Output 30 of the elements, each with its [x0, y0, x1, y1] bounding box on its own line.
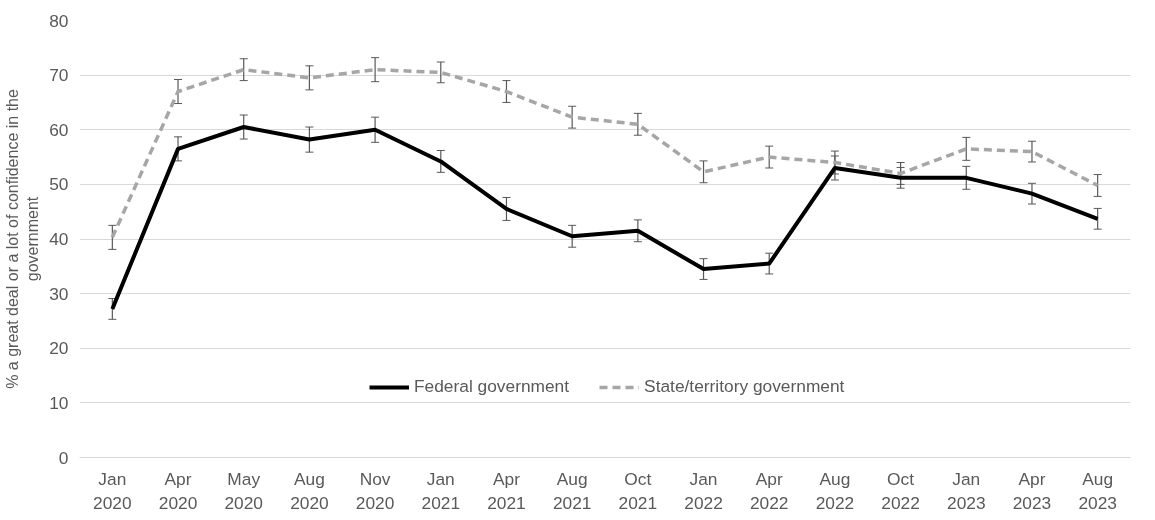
line-series	[110, 125, 1100, 311]
x-tick-label: Aug 2023	[1078, 468, 1117, 513]
legend-label: Federal government	[414, 376, 570, 397]
x-tick-label: Apr 2021	[487, 468, 526, 513]
y-tick-label: 0	[58, 447, 69, 468]
y-tick-label: 10	[49, 392, 69, 413]
x-tick-label: Jan 2020	[93, 468, 132, 513]
x-tick-label: Aug 2021	[552, 468, 592, 513]
x-tick-label: Oct 2021	[618, 468, 658, 513]
y-tick-label: 70	[49, 65, 69, 86]
y-tick-label: 60	[49, 119, 69, 140]
x-tick-label: Jan 2021	[421, 468, 461, 513]
y-tick-label: 40	[49, 229, 69, 249]
x-tick-label: Jan 2023	[947, 468, 986, 513]
x-tick-label: Apr 2022	[749, 468, 789, 513]
y-tick-label: 50	[49, 174, 69, 195]
legend-label: State/territory government	[644, 376, 845, 397]
y-tick-label: 30	[49, 283, 69, 304]
y-axis-title: % a great deal or a lot of confidence in the government	[3, 89, 42, 389]
y-tick-label: 20	[49, 338, 69, 359]
x-tick-label: Apr 2023	[1012, 468, 1052, 513]
x-tick-label: Apr 2020	[158, 468, 198, 513]
x-tick-label: Oct 2022	[881, 468, 920, 513]
line-series	[110, 67, 1100, 240]
y-tick-label: 80	[49, 10, 69, 31]
x-tick-label: Aug 2022	[815, 468, 855, 513]
x-tick-label: May 2020	[224, 468, 264, 513]
x-tick-label: Nov 2020	[355, 468, 395, 513]
x-tick-label: Aug 2020	[290, 468, 329, 513]
x-tick-label: Jan 2022	[684, 468, 723, 513]
